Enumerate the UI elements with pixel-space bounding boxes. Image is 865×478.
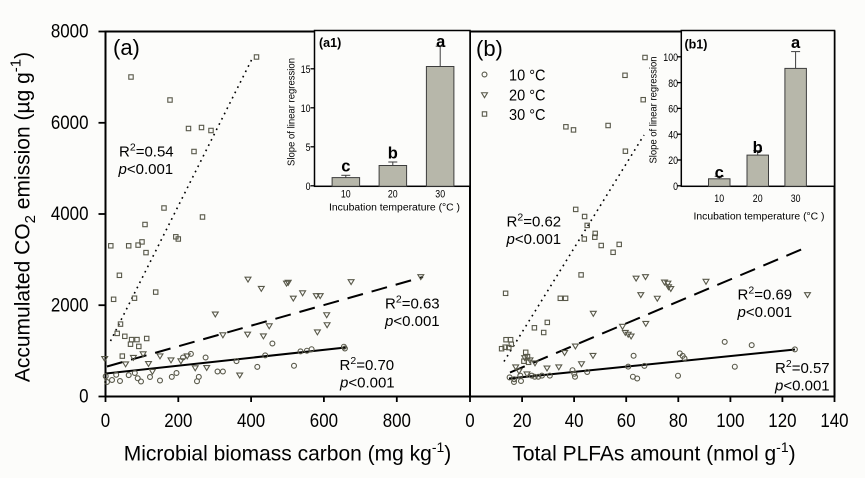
svg-text:10: 10 <box>341 189 351 201</box>
svg-text:8000: 8000 <box>51 21 89 43</box>
svg-text:R2=0.63: R2=0.63 <box>385 294 440 313</box>
svg-text:100: 100 <box>716 410 744 432</box>
svg-text:80: 80 <box>669 410 688 432</box>
svg-text:100: 100 <box>663 52 678 64</box>
svg-text:Incubation temperature (°C ): Incubation temperature (°C ) <box>694 212 825 223</box>
svg-text:0: 0 <box>101 410 111 432</box>
svg-text:Microbial biomass carbon (mg k: Microbial biomass carbon (mg kg-1) <box>124 439 452 466</box>
svg-text:0: 0 <box>79 386 89 408</box>
svg-text:b: b <box>388 145 398 163</box>
svg-text:R2=0.62: R2=0.62 <box>507 212 562 231</box>
svg-text:p<0.001: p<0.001 <box>506 231 562 248</box>
svg-text:p<0.001: p<0.001 <box>774 378 830 395</box>
svg-text:R2=0.57: R2=0.57 <box>775 358 830 377</box>
svg-text:15: 15 <box>301 64 311 76</box>
svg-text:60: 60 <box>617 410 636 432</box>
svg-text:(b): (b) <box>476 36 503 61</box>
svg-text:Incubation temperature (°C ): Incubation temperature (°C ) <box>329 203 460 214</box>
svg-text:10: 10 <box>714 193 724 205</box>
svg-text:4000: 4000 <box>51 203 89 225</box>
svg-text:Accumulated CO2 emission (µg g: Accumulated CO2 emission (µg g-1) <box>8 52 40 382</box>
svg-text:20: 20 <box>388 189 398 201</box>
svg-text:a: a <box>436 33 446 51</box>
svg-text:120: 120 <box>768 410 796 432</box>
svg-text:0: 0 <box>673 181 678 193</box>
svg-text:5: 5 <box>306 142 311 154</box>
svg-text:c: c <box>715 164 724 182</box>
svg-text:30 °C: 30 °C <box>509 107 546 124</box>
svg-text:10 °C: 10 °C <box>509 68 546 85</box>
svg-text:(b1): (b1) <box>685 38 708 52</box>
svg-text:Slope of linear regression: Slope of linear regression <box>287 58 298 166</box>
svg-text:20 °C: 20 °C <box>509 87 546 104</box>
svg-text:p<0.001: p<0.001 <box>384 313 440 330</box>
svg-text:20: 20 <box>513 410 532 432</box>
svg-text:400: 400 <box>237 410 265 432</box>
svg-text:200: 200 <box>164 410 192 432</box>
svg-text:30: 30 <box>435 189 445 201</box>
svg-text:0: 0 <box>465 410 475 432</box>
svg-text:0: 0 <box>306 181 311 193</box>
svg-text:20: 20 <box>753 193 763 205</box>
svg-text:p<0.001: p<0.001 <box>737 304 793 321</box>
svg-text:60: 60 <box>668 104 678 116</box>
svg-text:20: 20 <box>668 155 678 167</box>
svg-text:c: c <box>341 157 350 175</box>
svg-text:Total PLFAs amount (nmol g-1): Total PLFAs amount (nmol g-1) <box>512 439 795 466</box>
svg-text:40: 40 <box>565 410 584 432</box>
svg-text:600: 600 <box>310 410 338 432</box>
svg-text:R2=0.54: R2=0.54 <box>119 142 174 161</box>
svg-text:p<0.001: p<0.001 <box>118 161 174 178</box>
svg-text:p<0.001: p<0.001 <box>339 375 395 392</box>
svg-text:b: b <box>753 139 763 157</box>
svg-text:R2=0.70: R2=0.70 <box>340 355 395 374</box>
svg-text:140: 140 <box>820 410 848 432</box>
svg-text:a: a <box>791 34 801 52</box>
svg-text:R2=0.69: R2=0.69 <box>738 285 793 304</box>
svg-text:(a): (a) <box>113 35 140 60</box>
svg-text:2000: 2000 <box>51 294 89 316</box>
svg-text:40: 40 <box>668 129 678 141</box>
svg-text:Slope of linear regression: Slope of linear regression <box>649 57 660 164</box>
svg-text:6000: 6000 <box>51 112 89 134</box>
svg-text:(a1): (a1) <box>319 36 341 50</box>
svg-text:80: 80 <box>668 78 678 90</box>
svg-text:10: 10 <box>301 103 311 115</box>
svg-text:30: 30 <box>791 193 801 205</box>
svg-text:800: 800 <box>383 410 411 432</box>
